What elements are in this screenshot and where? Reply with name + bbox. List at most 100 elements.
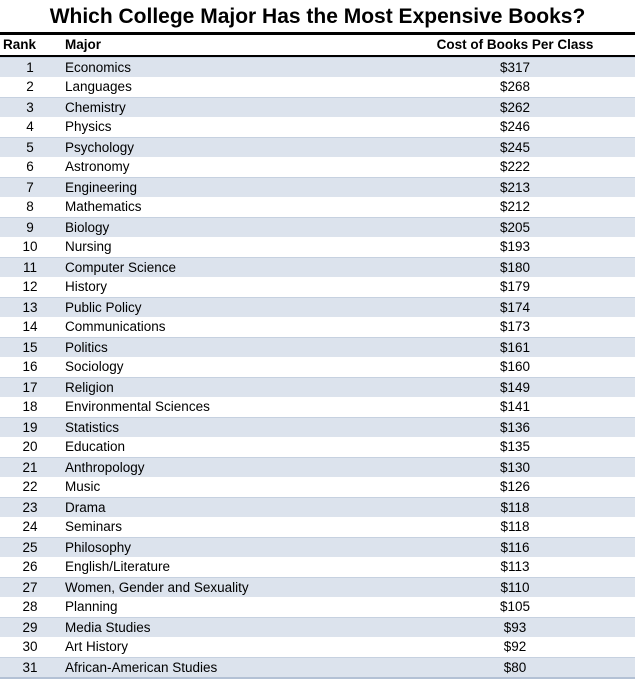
rank-cell: 28 (22, 599, 38, 614)
cost-cell: $222 (499, 159, 531, 174)
rank-cell: 8 (26, 199, 34, 214)
rank-cell: 2 (26, 79, 34, 94)
major-cell: Art History (65, 639, 129, 654)
rank-cell: 15 (22, 340, 38, 355)
rank-cell: 25 (22, 540, 38, 555)
cost-cell: $317 (499, 60, 531, 75)
table-row: 26 English/Literature $113 (0, 557, 635, 577)
cost-cell: $135 (499, 439, 531, 454)
major-cell: Nursing (65, 239, 112, 254)
major-cell: Sociology (65, 359, 124, 374)
table-row: 8 Mathematics $212 (0, 197, 635, 217)
table-row: 2 Languages $268 (0, 77, 635, 97)
major-cell: Politics (65, 340, 108, 355)
rank-cell: 4 (26, 119, 34, 134)
cost-cell: $205 (499, 220, 531, 235)
rank-cell: 23 (22, 500, 38, 515)
cost-cell: $173 (499, 319, 531, 334)
major-cell: African-American Studies (65, 660, 218, 675)
cost-cell: $126 (499, 479, 531, 494)
rank-cell: 1 (26, 60, 34, 75)
major-cell: Statistics (65, 420, 120, 435)
cost-cell: $141 (499, 399, 531, 414)
table-row: 22 Music $126 (0, 477, 635, 497)
major-cell: Environmental Sciences (65, 399, 210, 414)
rank-cell: 5 (26, 140, 34, 155)
table-row: 30 Art History $92 (0, 637, 635, 657)
rank-cell: 30 (22, 639, 38, 654)
rank-cell: 10 (22, 239, 38, 254)
rank-cell: 22 (22, 479, 38, 494)
rank-cell: 27 (22, 580, 38, 595)
cost-cell: $130 (499, 460, 531, 475)
major-cell: Religion (65, 380, 114, 395)
cost-cell: $179 (499, 279, 531, 294)
cost-cell: $213 (499, 180, 531, 195)
rank-cell: 6 (26, 159, 34, 174)
table-row: 25 Philosophy $116 (0, 537, 635, 557)
major-cell: Mathematics (65, 199, 142, 214)
cost-cell: $174 (499, 300, 531, 315)
major-cell: Women, Gender and Sexuality (65, 580, 249, 595)
rank-cell: 21 (22, 460, 38, 475)
table-row: 24 Seminars $118 (0, 517, 635, 537)
major-cell: Languages (65, 79, 132, 94)
cost-cell: $105 (499, 599, 531, 614)
table-row: 9 Biology $205 (0, 217, 635, 237)
table-row: 13 Public Policy $174 (0, 297, 635, 317)
cost-cell: $80 (503, 660, 527, 675)
cost-cell: $160 (499, 359, 531, 374)
major-cell: Education (65, 439, 126, 454)
cost-cell: $268 (499, 79, 531, 94)
cost-cell: $136 (499, 420, 531, 435)
major-cell: Physics (65, 119, 112, 134)
table-row: 27 Women, Gender and Sexuality $110 (0, 577, 635, 597)
rank-cell: 13 (22, 300, 38, 315)
table-header-row: Rank Major Cost of Books Per Class (0, 32, 635, 57)
table-row: 5 Psychology $245 (0, 137, 635, 157)
cost-cell: $113 (500, 559, 530, 574)
major-cell: Economics (65, 60, 132, 75)
major-cell: Music (65, 479, 101, 494)
table-row: 1 Economics $317 (0, 57, 635, 77)
major-cell: Philosophy (65, 540, 132, 555)
cost-cell: $110 (500, 580, 530, 595)
cost-cell: $262 (499, 100, 531, 115)
table-row: 18 Environmental Sciences $141 (0, 397, 635, 417)
table-row: 20 Education $135 (0, 437, 635, 457)
table-body: 1 Economics $317 2 Languages $268 3 Chem… (0, 57, 635, 679)
column-header-major: Major (65, 37, 102, 52)
table-row: 3 Chemistry $262 (0, 97, 635, 117)
rank-cell: 7 (26, 180, 34, 195)
rank-cell: 17 (22, 380, 38, 395)
column-header-cost: Cost of Books Per Class (436, 37, 594, 52)
major-cell: Planning (65, 599, 118, 614)
rank-cell: 12 (22, 279, 38, 294)
table-row: 29 Media Studies $93 (0, 617, 635, 637)
major-cell: Psychology (65, 140, 135, 155)
column-header-rank: Rank (3, 37, 37, 52)
major-cell: Engineering (65, 180, 138, 195)
rank-cell: 9 (26, 220, 34, 235)
cost-cell: $161 (499, 340, 531, 355)
cost-cell: $245 (499, 140, 531, 155)
table-row: 4 Physics $246 (0, 117, 635, 137)
page-title: Which College Major Has the Most Expensi… (49, 5, 586, 28)
rank-cell: 20 (22, 439, 38, 454)
major-cell: History (65, 279, 108, 294)
rank-cell: 31 (22, 660, 38, 675)
table-row: 17 Religion $149 (0, 377, 635, 397)
major-cell: Media Studies (65, 620, 151, 635)
cost-cell: $118 (500, 519, 530, 534)
rank-cell: 3 (26, 100, 34, 115)
table-row: 21 Anthropology $130 (0, 457, 635, 477)
rank-cell: 16 (22, 359, 38, 374)
rank-cell: 18 (22, 399, 38, 414)
major-cell: English/Literature (65, 559, 171, 574)
cost-cell: $92 (503, 639, 527, 654)
major-cell: Computer Science (65, 260, 177, 275)
major-cell: Anthropology (65, 460, 145, 475)
cost-cell: $193 (499, 239, 531, 254)
table-row: 6 Astronomy $222 (0, 157, 635, 177)
